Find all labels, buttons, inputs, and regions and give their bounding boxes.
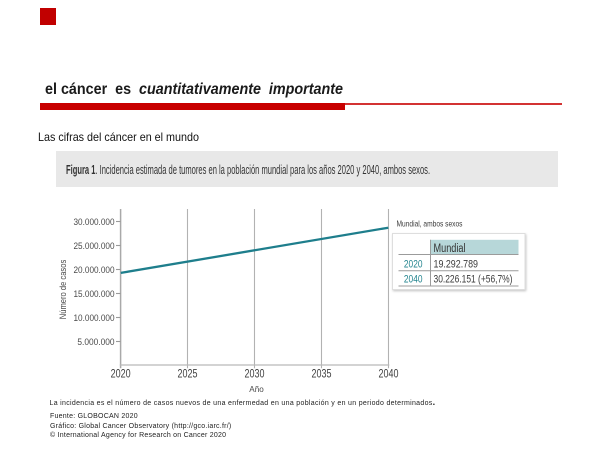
svg-text:20.000.000: 20.000.000: [74, 265, 115, 275]
svg-text:15.000.000: 15.000.000: [74, 289, 115, 299]
svg-text:2040: 2040: [404, 274, 423, 286]
svg-text:2020: 2020: [404, 259, 423, 271]
svg-text:2040: 2040: [379, 369, 399, 381]
svg-text:10.000.000: 10.000.000: [74, 313, 115, 323]
svg-text:19.292.789: 19.292.789: [434, 259, 479, 271]
svg-text:2030: 2030: [245, 369, 265, 381]
svg-text:30.000.000: 30.000.000: [74, 217, 115, 227]
svg-text:2025: 2025: [178, 369, 198, 381]
svg-text:25.000.000: 25.000.000: [74, 241, 115, 251]
svg-text:2020: 2020: [111, 369, 131, 381]
svg-text:Mundial: Mundial: [434, 243, 466, 255]
svg-text:Número de casos: Número de casos: [58, 259, 68, 319]
svg-text:Año: Año: [249, 385, 264, 394]
svg-text:2035: 2035: [312, 369, 332, 381]
svg-text:30.226.151 (+56,7%): 30.226.151 (+56,7%): [434, 274, 513, 286]
svg-text:5.000.000: 5.000.000: [77, 337, 114, 347]
svg-text:Mundial, ambos sexos: Mundial, ambos sexos: [397, 218, 463, 228]
